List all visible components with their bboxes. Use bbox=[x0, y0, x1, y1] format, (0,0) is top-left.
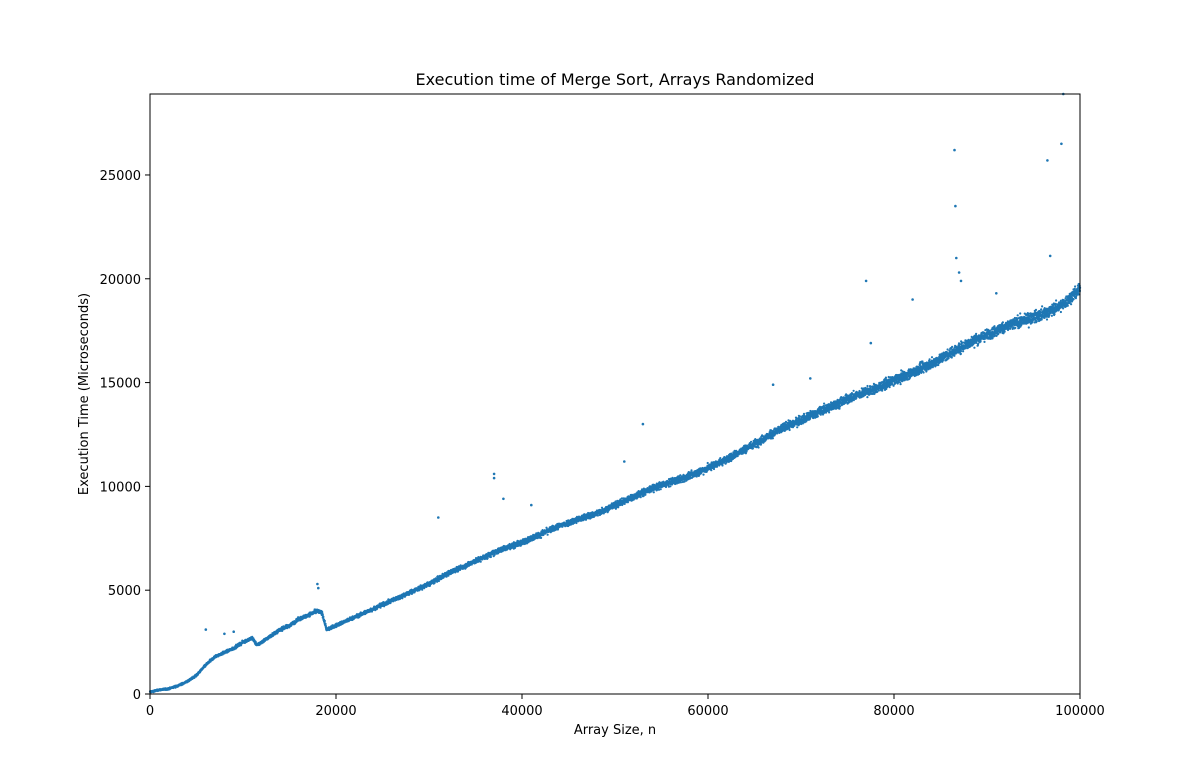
scatter-point bbox=[584, 518, 588, 521]
scatter-point bbox=[546, 533, 549, 536]
scatter-point bbox=[652, 491, 655, 494]
scatter-point bbox=[639, 496, 642, 499]
scatter-point bbox=[540, 536, 543, 540]
scatter-point bbox=[659, 488, 662, 491]
scatter-point bbox=[617, 506, 620, 509]
scatter-point bbox=[322, 615, 325, 619]
scatter-point bbox=[479, 560, 482, 563]
points-layer bbox=[148, 282, 1082, 694]
scatter-point bbox=[489, 555, 492, 559]
scatter-point bbox=[323, 619, 326, 623]
scatter-point bbox=[596, 514, 600, 517]
scatter-point bbox=[321, 613, 324, 617]
scatter-point bbox=[690, 469, 693, 472]
scatter-point bbox=[623, 502, 626, 505]
scatter-point bbox=[493, 553, 496, 556]
chart-title: Execution time of Merge Sort, Arrays Ran… bbox=[416, 70, 815, 89]
scatter-point bbox=[679, 481, 683, 484]
scatter-point bbox=[437, 579, 440, 583]
scatter-point bbox=[644, 493, 647, 496]
scatter-point bbox=[324, 622, 327, 625]
scatter-point bbox=[669, 485, 672, 488]
